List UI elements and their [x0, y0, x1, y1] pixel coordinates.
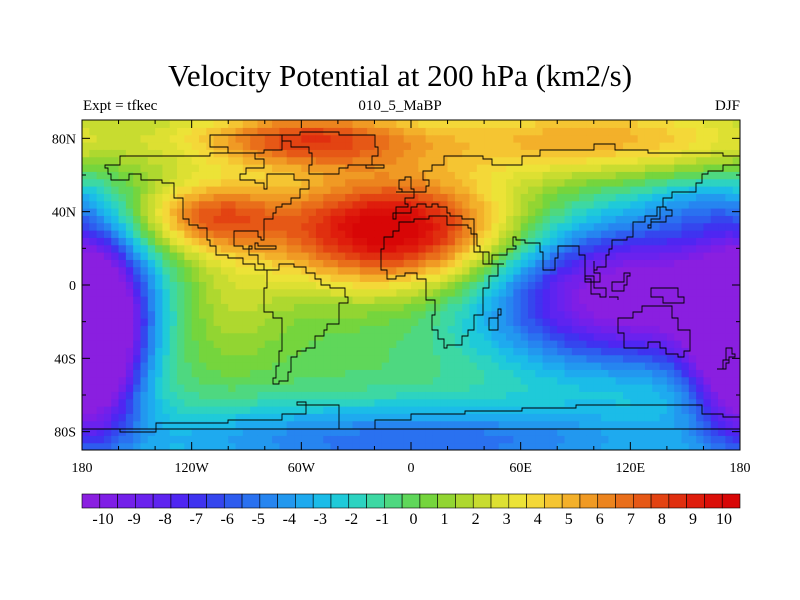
colorbar-swatch	[277, 493, 296, 509]
colorbar-swatch	[81, 493, 101, 509]
colorbar-swatch	[650, 493, 670, 509]
experiment-label: Expt = tfkec	[83, 98, 158, 114]
coastline	[254, 242, 277, 250]
colorbar-swatch	[223, 493, 243, 509]
colorbar-swatch	[455, 493, 474, 509]
coastline	[82, 401, 740, 433]
colorbar-swatch	[544, 493, 563, 509]
y-tick-label: 40S	[54, 352, 76, 367]
colorbar-swatch	[99, 493, 118, 509]
colorbar-label: 1	[441, 511, 449, 528]
coastline	[380, 215, 504, 349]
colorbar-label: -1	[376, 511, 389, 528]
coastline	[650, 287, 685, 304]
coastline	[617, 305, 691, 358]
colorbar-label: 4	[534, 511, 542, 528]
colorbar-label: 6	[596, 511, 604, 528]
colorbar-label: -7	[189, 511, 202, 528]
coastline	[647, 206, 673, 229]
y-tick-label: 80N	[52, 132, 76, 147]
colorbar-label: -10	[92, 511, 113, 528]
colorbar-swatch	[472, 493, 492, 509]
coastline	[209, 134, 283, 154]
colorbar-swatch	[579, 493, 599, 509]
colorbar-swatch	[686, 493, 705, 509]
colorbar-swatch	[152, 493, 172, 509]
colorbar-swatch	[312, 493, 332, 509]
colorbar-label: -6	[221, 511, 234, 528]
x-tick-label: 0	[408, 461, 415, 476]
colorbar-swatch	[526, 493, 545, 509]
colorbar-label: 5	[565, 511, 573, 528]
colorbar-swatch	[170, 493, 190, 509]
colorbar-label: -8	[158, 511, 171, 528]
colorbar-label: 7	[627, 511, 635, 528]
velocity-potential-field	[82, 120, 740, 450]
colorbar-label: -4	[283, 511, 296, 528]
colorbar-label: 3	[503, 511, 511, 528]
colorbar-swatch	[721, 493, 741, 509]
colorbar-label: 9	[689, 511, 697, 528]
colorbar-swatch	[295, 493, 314, 509]
colorbar-label: -5	[252, 511, 265, 528]
colorbar-swatch	[241, 493, 261, 509]
colorbar-swatch	[597, 493, 616, 509]
coastline	[365, 164, 385, 169]
y-tick-label: 40N	[52, 206, 76, 221]
colorbar-swatch	[348, 493, 367, 509]
coastline	[609, 296, 619, 300]
coastline	[396, 176, 415, 193]
coastline	[717, 359, 730, 370]
colorbar-swatch	[206, 493, 225, 509]
coastlines	[82, 131, 740, 433]
colorbar-label: 8	[658, 511, 666, 528]
x-tick-label: 180	[72, 461, 93, 476]
colorbar: -10 -9 -8 -7 -6 -5 -4 -3 -2 -1 0 1 2 3 4 5 6 7 8 9 10	[81, 493, 741, 528]
colorbar-swatch	[668, 493, 687, 509]
chart-title: Velocity Potential at 200 hPa (km2/s)	[167, 58, 633, 93]
colorbar-label: -9	[127, 511, 140, 528]
colorbar-swatch	[117, 493, 136, 509]
colorbar-swatch	[437, 493, 456, 509]
colorbar-swatch	[615, 493, 634, 509]
colorbar-swatch	[366, 493, 385, 509]
colorbar-label: 2	[472, 511, 480, 528]
coastline	[488, 308, 502, 331]
colorbar-swatch	[704, 493, 723, 509]
colorbar-swatch	[419, 493, 438, 509]
colorbar-swatch	[188, 493, 207, 509]
colorbar-swatch	[259, 493, 278, 509]
colorbar-swatch	[490, 493, 510, 509]
x-tick-label: 60W	[288, 461, 316, 476]
coastline	[263, 263, 349, 385]
coastline	[611, 272, 631, 292]
x-axis: 180 120W 60W 0 60E 120E 180	[72, 120, 751, 476]
colorbar-swatch	[384, 493, 403, 509]
season-label: DJF	[714, 98, 740, 114]
colorbar-label: 0	[410, 511, 418, 528]
coastline	[104, 152, 310, 271]
colorbar-label: 10	[716, 511, 732, 528]
colorbar-swatch	[401, 493, 421, 509]
coastline	[392, 143, 740, 283]
coastline	[281, 131, 379, 175]
colorbar-label: -2	[345, 511, 358, 528]
y-axis: 80N 40N 0 40S 80S	[52, 132, 740, 441]
y-tick-label: 0	[69, 279, 76, 294]
x-tick-label: 180	[730, 461, 751, 476]
colorbar-swatch	[330, 493, 350, 509]
colorbar-label: -3	[314, 511, 327, 528]
x-tick-label: 120E	[616, 461, 646, 476]
x-tick-label: 60E	[509, 461, 532, 476]
y-tick-label: 80S	[54, 426, 76, 441]
colorbar-swatch	[135, 493, 154, 509]
x-tick-label: 120W	[175, 461, 210, 476]
colorbar-swatch	[508, 493, 527, 509]
case-label: 010_5_MaBP	[358, 98, 442, 114]
coastline	[584, 275, 607, 298]
colorbar-swatch	[632, 493, 652, 509]
colorbar-swatch	[561, 493, 581, 509]
